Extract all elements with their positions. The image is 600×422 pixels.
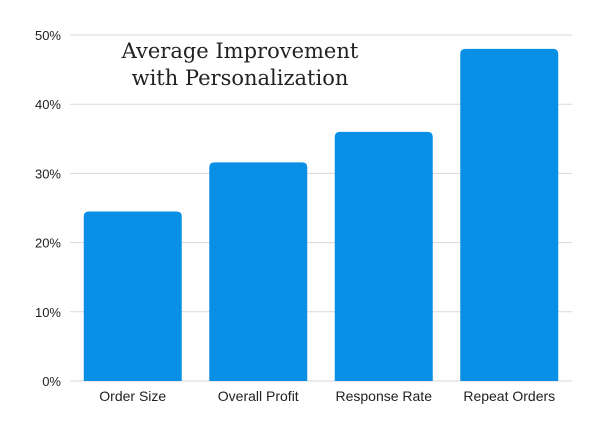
y-tick-label: 0% (42, 374, 61, 389)
x-tick-label: Overall Profit (218, 388, 299, 404)
bars (83, 48, 559, 382)
y-tick-label: 20% (35, 236, 61, 251)
bar-order-size (83, 211, 182, 381)
bar-response-rate (334, 131, 433, 381)
y-tick-label: 10% (35, 305, 61, 320)
x-tick-label: Repeat Orders (463, 388, 555, 404)
bar-repeat-orders (460, 48, 559, 382)
y-axis-ticks: 0% 10% 20% 30% 40% 50% (35, 28, 61, 389)
x-axis-ticks: Order Size Overall Profit Response Rate Rep… (99, 388, 555, 404)
chart-title-line-2: with Personalization (131, 66, 349, 90)
chart-title-line-1: Average Improvement (121, 39, 359, 63)
y-tick-label: 30% (35, 166, 61, 181)
y-tick-label: 50% (35, 28, 61, 43)
x-tick-label: Response Rate (335, 388, 432, 404)
chart-title: Average Improvement with Personalization (120, 38, 360, 92)
x-tick-label: Order Size (99, 388, 166, 404)
bar-overall-profit (209, 162, 308, 381)
y-tick-label: 40% (35, 97, 61, 112)
